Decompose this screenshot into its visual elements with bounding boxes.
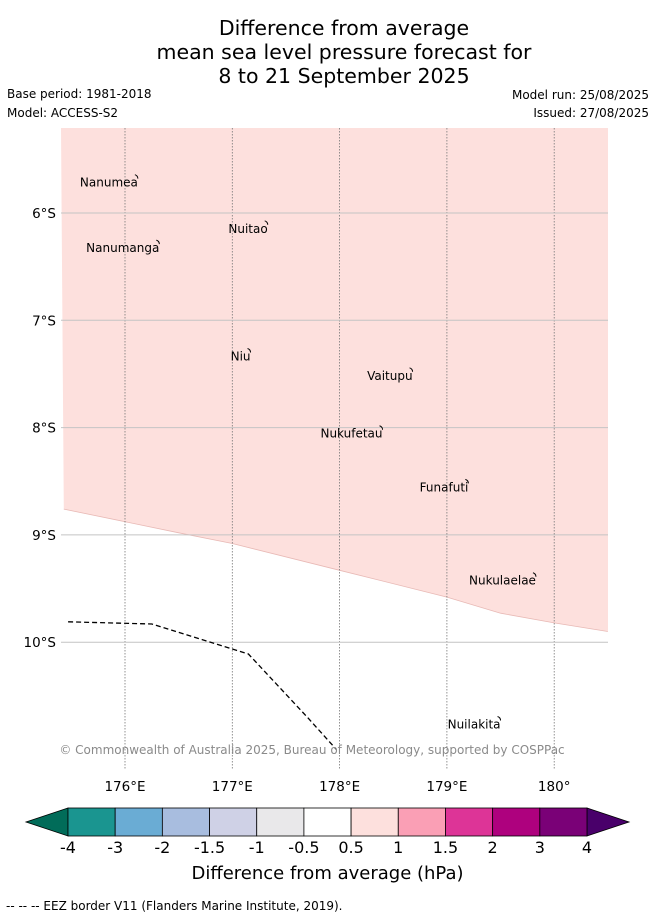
title-line-1: Difference from average <box>218 16 470 40</box>
colorbar-under-arrow <box>24 807 69 837</box>
anomaly-region <box>61 128 608 632</box>
island-outline <box>156 239 160 245</box>
latitude-tick-label: 7°S <box>32 313 56 329</box>
colorbar-cell <box>350 807 399 837</box>
colorbar-tick-label: 1.5 <box>433 838 458 857</box>
colorbar-over-arrow <box>586 807 631 837</box>
copyright-notice: © Commonwealth of Australia 2025, Bureau… <box>59 743 564 757</box>
island-label: Funafuti <box>420 480 469 494</box>
title-line-3: 8 to 21 September 2025 <box>218 64 470 88</box>
colorbar-cell <box>114 807 163 837</box>
colorbar-cell <box>539 807 588 837</box>
colorbar-tick-label: -0.5 <box>288 838 319 857</box>
island-label: Nukulaelae <box>469 574 536 588</box>
colorbar-cell <box>161 807 210 837</box>
island-label: Nuitao <box>228 222 267 236</box>
map-panel: Nanumea Nuitao Nanumanga Niu Vaitupu Nukufeta… <box>24 128 608 795</box>
colorbar-tick-label: 0.5 <box>338 838 363 857</box>
colorbar-tick-label: 1 <box>393 838 403 857</box>
island-labels: Nanumea Nuitao Nanumanga Niu Vaitupu Nukufeta… <box>80 174 537 732</box>
colorbar-cell <box>256 807 305 837</box>
island-outline <box>247 348 252 353</box>
latitude-tick-label: 10°S <box>24 635 57 651</box>
island-outline <box>379 425 384 430</box>
colorbar-cell <box>209 807 258 837</box>
colorbar-tick-labels: -4 -3 -2 -1.5 -1 -0.5 0.5 1 1.5 2 3 4 <box>60 838 592 857</box>
longitude-tick-label: 178°E <box>319 779 360 795</box>
colorbar-tick-label: -4 <box>60 838 76 857</box>
colorbar-tick-label: -1.5 <box>194 838 225 857</box>
base-period: Base period: 1981-2018 <box>7 87 152 101</box>
latitude-tick-label: 9°S <box>32 528 56 544</box>
island-outline <box>497 716 502 721</box>
island-label: Nanumea <box>80 176 138 190</box>
issued-date: Issued: 27/08/2025 <box>533 106 649 120</box>
model-name: Model: ACCESS-S2 <box>7 106 119 120</box>
colorbar-cell <box>303 807 352 837</box>
island-outline <box>409 367 414 372</box>
colorbar-tick-label: -2 <box>154 838 170 857</box>
title-line-2: mean sea level pressure forecast for <box>156 40 532 64</box>
axis-tick-labels: 176°E 177°E 178°E 179°E 180° 6°S 7°S 8°S 9°S 10°S <box>24 206 571 795</box>
eez-border-line <box>68 621 337 750</box>
longitude-tick-label: 180° <box>538 779 571 795</box>
island-label: Nanumanga <box>86 241 159 255</box>
colorbar-cell <box>67 807 116 837</box>
colorbar-cell <box>397 807 446 837</box>
colorbar-tick-label: -1 <box>249 838 265 857</box>
longitude-tick-label: 177°E <box>212 779 253 795</box>
colorbar-cells <box>67 807 588 837</box>
longitude-tick-label: 176°E <box>104 779 145 795</box>
colorbar-tick-label: 4 <box>582 838 592 857</box>
island-label: Niu <box>231 349 251 363</box>
colorbar-tick-label: 2 <box>488 838 498 857</box>
island-label: Nukufetau <box>320 427 382 441</box>
gridlines <box>61 128 608 770</box>
longitude-tick-label: 179°E <box>426 779 467 795</box>
latitude-tick-label: 6°S <box>32 206 56 222</box>
island-outline <box>532 572 537 577</box>
colorbar-tick-label: 3 <box>535 838 545 857</box>
eez-legend-note: -- -- -- EEZ border V11 (Flanders Marine… <box>6 899 343 913</box>
island-outline <box>134 174 139 179</box>
colorbar-label: Difference from average (hPa) <box>191 863 464 884</box>
island-outline <box>465 478 469 484</box>
colorbar-tick-label: -3 <box>107 838 123 857</box>
island-outline <box>264 220 269 225</box>
chart-title: Difference from average mean sea level p… <box>0 16 655 88</box>
colorbar-cell <box>445 807 494 837</box>
latitude-tick-label: 8°S <box>32 421 56 437</box>
island-label: Vaitupu <box>367 369 413 383</box>
model-run-date: Model run: 25/08/2025 <box>511 88 649 102</box>
island-label: Nuilakita <box>448 718 501 732</box>
colorbar-cell <box>492 807 541 837</box>
